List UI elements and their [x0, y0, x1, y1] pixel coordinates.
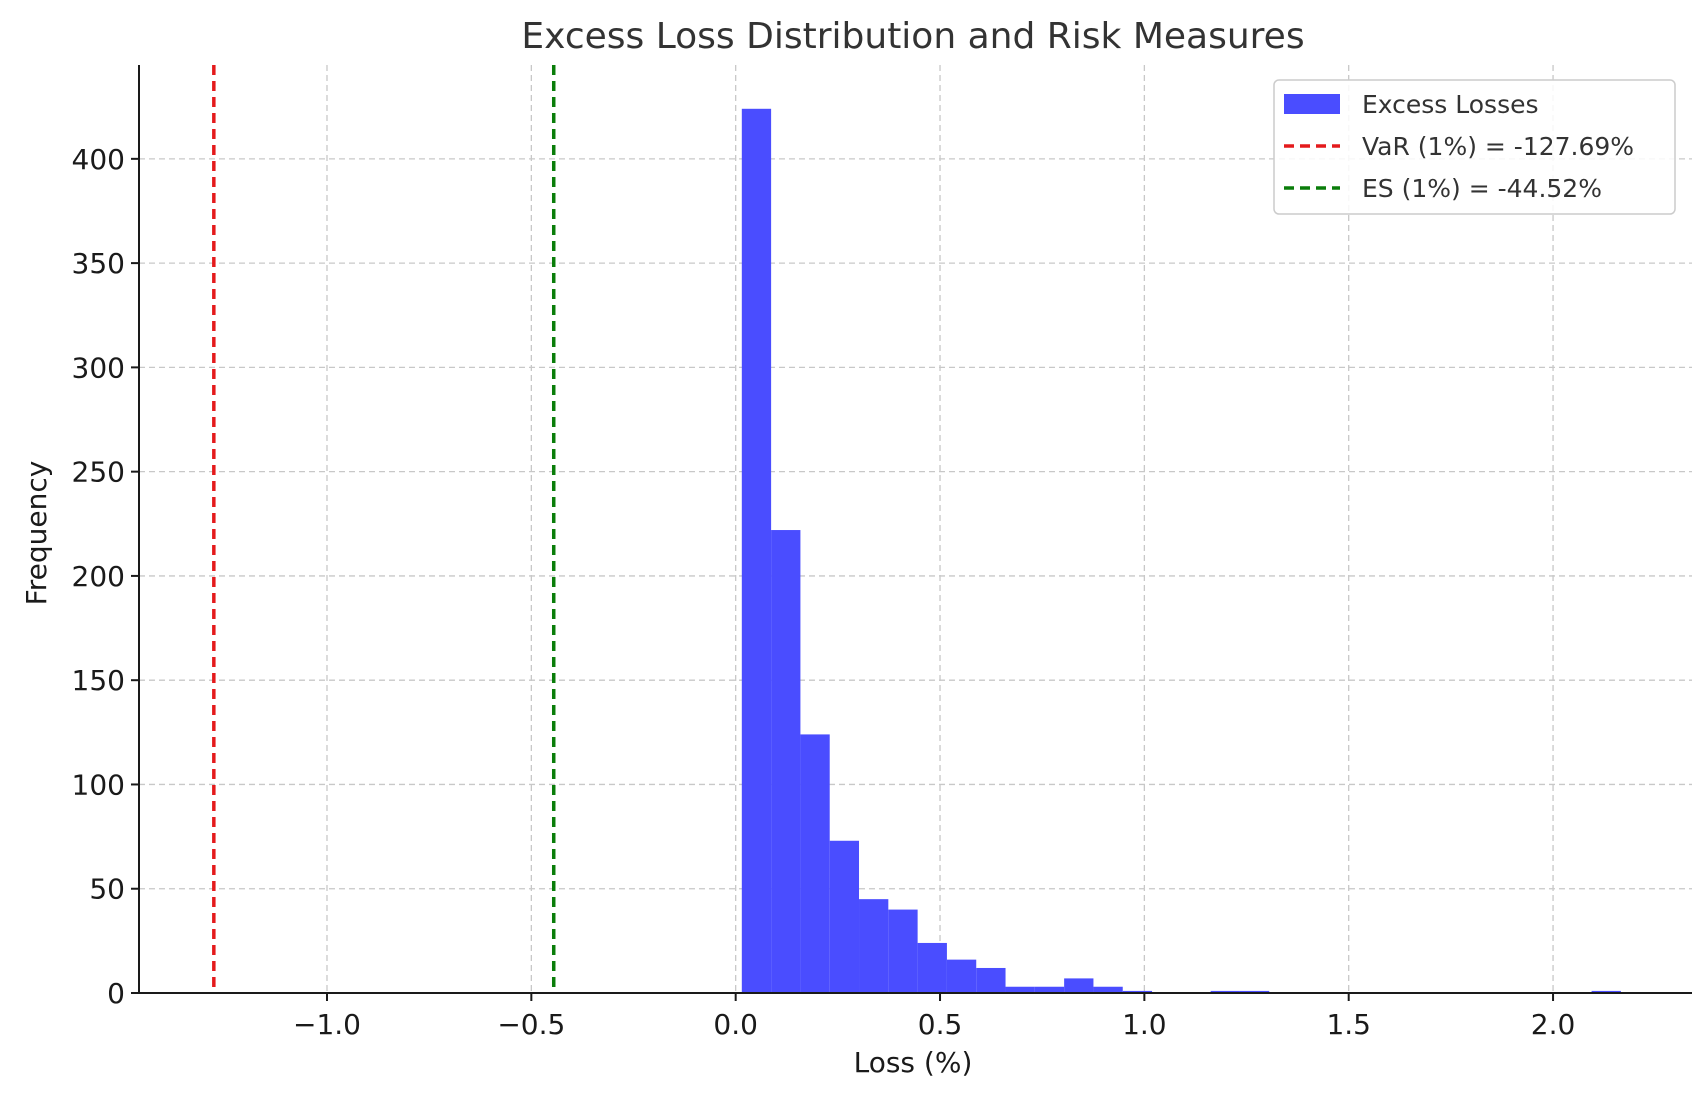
histogram-bar	[917, 942, 947, 993]
x-axis-title: Loss (%)	[854, 1046, 973, 1079]
y-tick-label: 0	[107, 977, 125, 1010]
histogram-bar	[771, 530, 801, 993]
histogram-bar	[1591, 990, 1621, 993]
histogram-bar	[1005, 986, 1035, 993]
y-tick-label: 150	[72, 664, 125, 697]
x-tick-label: −1.0	[293, 1008, 361, 1041]
y-ticks: 0 50 100 150 200 250 300 350 400	[72, 143, 139, 1010]
legend-swatch-excess-losses	[1284, 94, 1340, 114]
histogram-bar	[800, 734, 830, 993]
y-tick-label: 350	[72, 247, 125, 280]
y-tick-label: 300	[72, 351, 125, 384]
x-tick-label: 0.5	[918, 1008, 963, 1041]
y-tick-label: 100	[72, 768, 125, 801]
legend: Excess Losses VaR (1%) = -127.69% ES (1%…	[1273, 79, 1676, 215]
x-tick-label: 1.5	[1326, 1008, 1371, 1041]
y-tick-label: 250	[72, 456, 125, 489]
y-tick-label: 200	[72, 560, 125, 593]
legend-label-excess-losses: Excess Losses	[1362, 90, 1539, 119]
histogram-bar	[946, 959, 977, 993]
legend-frame	[1273, 79, 1676, 215]
histogram-bar	[888, 909, 918, 993]
x-tick-label: 0.0	[713, 1008, 758, 1041]
legend-label-var: VaR (1%) = -127.69%	[1362, 132, 1634, 161]
histogram-bar	[741, 108, 772, 993]
risk-measure-lines	[212, 65, 556, 993]
histogram-bar	[1239, 990, 1270, 993]
histogram-bar	[829, 840, 860, 993]
y-axis-title: Frequency	[20, 461, 53, 606]
x-tick-label: 1.0	[1122, 1008, 1167, 1041]
legend-label-es: ES (1%) = -44.52%	[1362, 174, 1602, 203]
histogram-bar	[1210, 990, 1240, 993]
histogram-bar	[859, 899, 889, 993]
y-tick-label: 400	[72, 143, 125, 176]
histogram-bar	[1064, 978, 1094, 993]
histogram-bar	[1093, 986, 1123, 993]
x-tick-label: 2.0	[1531, 1008, 1576, 1041]
histogram-bar	[976, 967, 1006, 993]
x-tick-label: −0.5	[497, 1008, 565, 1041]
chart-title: Excess Loss Distribution and Risk Measur…	[521, 16, 1304, 57]
x-ticks: −1.0 −0.5 0.0 0.5 1.0 1.5 2.0	[293, 993, 1575, 1041]
histogram-bars	[741, 108, 1621, 993]
y-tick-label: 50	[89, 873, 125, 906]
histogram-bar	[1034, 986, 1065, 993]
histogram-bar	[1122, 990, 1153, 993]
